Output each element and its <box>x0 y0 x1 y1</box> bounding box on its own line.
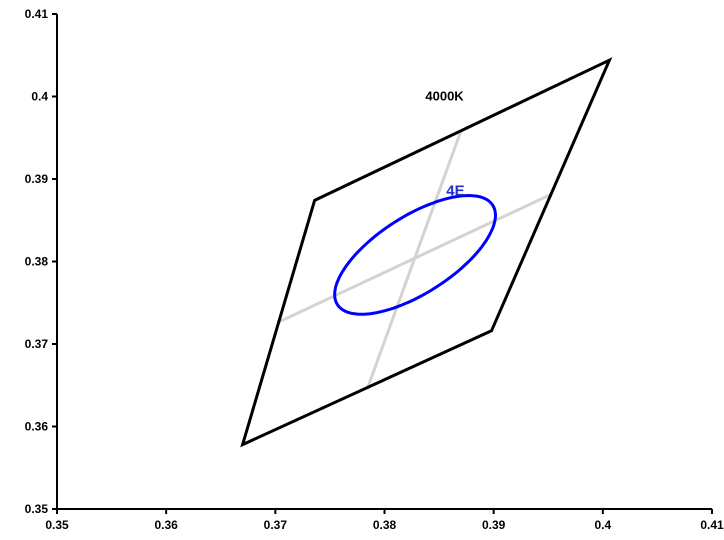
grey-axis-line <box>365 130 463 390</box>
y-tick-label: 0.41 <box>25 7 49 21</box>
x-tick-label: 0.37 <box>264 518 288 532</box>
x-tick-label: 0.38 <box>373 518 397 532</box>
annotations: 4000K 4E <box>425 89 464 200</box>
y-tick-label: 0.36 <box>25 420 49 434</box>
plot-area <box>240 57 613 448</box>
y-tick-label: 0.38 <box>25 255 49 269</box>
y-tick-label: 0.37 <box>25 337 49 351</box>
quadrangle-4000k <box>240 57 613 448</box>
y-tick-label: 0.39 <box>25 172 49 186</box>
y-tick-label: 0.35 <box>25 502 49 516</box>
x-tick-label: 0.41 <box>700 518 724 532</box>
y-tick-label: 0.4 <box>31 90 48 104</box>
x-tick-label: 0.4 <box>594 518 611 532</box>
x-tick-label: 0.39 <box>482 518 506 532</box>
axes: 0.35 0.36 0.37 0.38 0.39 0.4 0.41 0.35 0.36 0.37 0… <box>25 7 724 532</box>
label-4000k: 4000K <box>425 89 464 104</box>
label-4e: 4E <box>446 182 464 199</box>
x-tick-label: 0.35 <box>45 518 69 532</box>
ellipse-4e <box>333 193 498 316</box>
x-tick-label: 0.36 <box>154 518 178 532</box>
